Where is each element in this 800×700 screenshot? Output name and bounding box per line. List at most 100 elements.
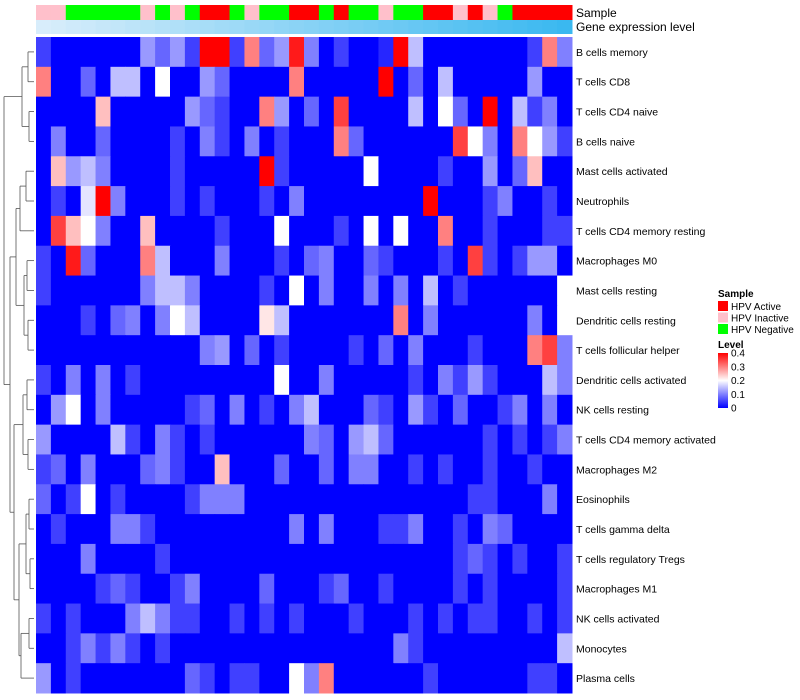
heatmap-cell — [423, 186, 439, 217]
heatmap-cell — [65, 633, 82, 664]
expression-anno-cell — [393, 20, 409, 34]
heatmap-cell — [274, 245, 290, 277]
heatmap-cell — [65, 245, 82, 277]
heatmap-cell — [557, 186, 573, 217]
heatmap-cell — [259, 365, 275, 396]
heatmap-cell — [542, 186, 558, 217]
sample-anno-cell — [333, 5, 350, 20]
heatmap-cell — [467, 66, 484, 98]
heatmap-cell — [363, 96, 379, 127]
heatmap-cell — [170, 543, 186, 575]
heatmap-cell — [467, 245, 484, 277]
heatmap-cell — [274, 484, 290, 515]
heatmap-cell — [229, 335, 245, 366]
heatmap-cell — [65, 454, 82, 485]
heatmap-cell — [229, 305, 245, 336]
heatmap-cell — [110, 335, 126, 366]
heatmap-cell — [184, 573, 201, 605]
heatmap-cell — [333, 126, 350, 157]
heatmap-cell — [50, 365, 67, 396]
heatmap-cell — [155, 365, 171, 396]
heatmap-cell — [50, 275, 67, 306]
heatmap-cell — [557, 245, 573, 277]
heatmap-cell — [304, 215, 320, 247]
heatmap-cell — [289, 335, 305, 366]
heatmap-cell — [393, 663, 409, 694]
heatmap-cell — [125, 663, 141, 694]
heatmap-cell — [378, 66, 394, 98]
heatmap-cell — [110, 126, 126, 157]
heatmap-cell — [110, 603, 126, 634]
sample-anno-cell — [557, 5, 573, 20]
heatmap-cell — [482, 543, 499, 575]
heatmap-cell — [467, 573, 484, 605]
heatmap-cell — [184, 275, 201, 306]
heatmap-cell — [289, 454, 305, 485]
heatmap-cell — [80, 96, 97, 127]
heatmap-cell — [199, 66, 216, 98]
heatmap-cell — [304, 603, 320, 634]
heatmap-cell — [408, 305, 424, 336]
heatmap-cell — [318, 633, 335, 664]
heatmap-cell — [259, 663, 275, 694]
heatmap-cell — [229, 484, 245, 515]
heatmap-cell — [304, 484, 320, 515]
heatmap-cell — [184, 305, 201, 336]
heatmap-cell — [80, 454, 97, 485]
heatmap-cell — [199, 514, 216, 545]
heatmap-cell — [482, 245, 499, 277]
heatmap-cell — [244, 96, 260, 127]
heatmap-cell — [274, 37, 290, 68]
heatmap-cell — [80, 66, 97, 98]
heatmap-cell — [214, 126, 231, 157]
heatmap-cell — [438, 484, 454, 515]
heatmap-cell — [333, 573, 350, 605]
sample-anno-cell — [50, 5, 67, 20]
heatmap-cell — [259, 186, 275, 217]
heatmap-cell — [259, 37, 275, 68]
heatmap-cell — [184, 484, 201, 515]
heatmap-cell — [95, 573, 111, 605]
heatmap-cell — [229, 275, 245, 306]
heatmap-cell — [408, 335, 424, 366]
heatmap-cell — [542, 484, 558, 515]
heatmap-cell — [155, 156, 171, 187]
heatmap-cell — [482, 96, 499, 127]
heatmap-cell — [229, 573, 245, 605]
heatmap-cell — [140, 275, 156, 306]
heatmap-cell — [467, 514, 484, 545]
expression-anno-cell — [274, 20, 290, 34]
heatmap-cell — [408, 215, 424, 247]
heatmap-cell — [304, 365, 320, 396]
heatmap-cell — [65, 96, 82, 127]
heatmap-cell — [214, 484, 231, 515]
heatmap-cell — [80, 394, 97, 426]
heatmap-cell — [557, 66, 573, 98]
heatmap-cell — [184, 603, 201, 634]
heatmap-cell — [482, 514, 499, 545]
heatmap-cell — [170, 275, 186, 306]
heatmap-cell — [348, 245, 365, 277]
expression-anno-cell — [170, 20, 186, 34]
heatmap-cell — [497, 275, 513, 306]
expression-anno-cell — [65, 20, 82, 34]
heatmap-cell — [110, 573, 126, 605]
expression-anno-cell — [497, 20, 513, 34]
heatmap-cell — [393, 543, 409, 575]
heatmap-cell — [348, 156, 365, 187]
heatmap-cell — [184, 245, 201, 277]
heatmap-cell — [452, 37, 469, 68]
sample-anno-cell — [170, 5, 186, 20]
heatmap-cell — [304, 454, 320, 485]
heatmap-cell — [274, 335, 290, 366]
heatmap-cell — [393, 603, 409, 634]
legend-tick-label: 0 — [731, 404, 737, 415]
heatmap-cell — [482, 603, 499, 634]
heatmap-cell — [318, 66, 335, 98]
heatmap-cell — [95, 96, 111, 127]
heatmap-cell — [497, 335, 513, 366]
heatmap-cell — [80, 484, 97, 515]
heatmap-cell — [155, 245, 171, 277]
heatmap-cell — [155, 514, 171, 545]
heatmap-cell — [274, 573, 290, 605]
